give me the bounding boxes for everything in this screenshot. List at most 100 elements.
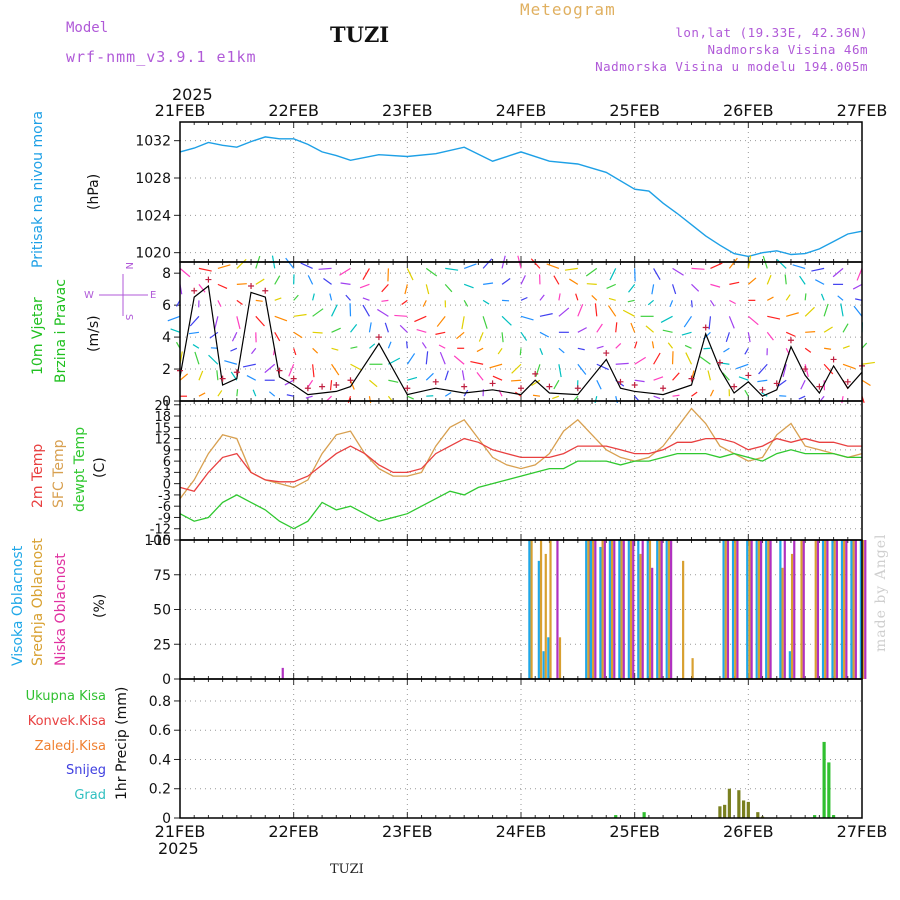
wind-gust-mark	[574, 385, 581, 392]
wind-arrow	[577, 304, 584, 317]
cloud-bar-low	[556, 540, 559, 679]
wind-arrow	[615, 396, 618, 404]
wind-arrow	[667, 342, 674, 349]
cloud-bar-mid	[767, 540, 770, 679]
wind-arrow	[805, 331, 816, 333]
wind-arrow	[445, 267, 459, 271]
precip-legend-convective: Konvek.Kisa	[28, 714, 106, 729]
cloud-bar-mid	[724, 540, 727, 679]
wind-gust-mark	[830, 356, 837, 363]
compass-e: E	[150, 290, 156, 301]
wind-gust-mark	[688, 375, 695, 382]
wind-arrow	[369, 379, 378, 388]
wind-arrow	[558, 307, 570, 317]
wind-arrow	[482, 316, 488, 329]
wind-arrow	[347, 396, 352, 404]
precip-legend-freezing: Zaledj.Kisa	[35, 739, 106, 754]
wind-arrow	[305, 395, 313, 399]
wind-gust-mark	[219, 375, 226, 382]
wind-arrow	[628, 283, 636, 293]
wind-arrow	[725, 332, 730, 342]
precip-legend-hail: Grad	[74, 788, 106, 803]
cloud-bar-high	[765, 540, 768, 679]
wind-arrow	[497, 347, 503, 355]
wind-arrow	[707, 370, 712, 381]
wind-arrow	[709, 300, 715, 307]
wind-arrow	[747, 332, 751, 343]
cloud-bar-high	[542, 651, 545, 679]
wind-arrow	[286, 394, 294, 397]
cloud-bar-low	[845, 540, 848, 679]
cloud-bar-high	[618, 540, 621, 679]
wind-arrow	[553, 379, 560, 390]
wind-arrow	[194, 351, 200, 365]
wind-arrow	[293, 348, 297, 356]
date-label-bottom: 23FEB	[382, 822, 433, 841]
wind-arrow	[350, 346, 358, 349]
wind-arrow	[766, 296, 774, 301]
compass-s: S	[123, 314, 134, 320]
cloud-unit: (%)	[92, 594, 108, 618]
cloud-bar-low	[641, 540, 644, 679]
wind-arrow	[217, 300, 222, 307]
wind-arrow	[738, 376, 749, 381]
wind-arrow	[369, 343, 376, 349]
wind-arrow	[722, 372, 730, 381]
wind-arrow	[231, 332, 238, 342]
wind-arrow	[653, 395, 661, 400]
wind-arrow	[444, 391, 452, 397]
wind-arrow	[331, 347, 339, 351]
cloud-bar-mid	[691, 658, 694, 679]
cloud-tick-label: 25	[153, 637, 171, 653]
t2m-line	[179, 437, 862, 492]
wind-arrow	[575, 293, 579, 301]
wind-arrow	[482, 299, 490, 305]
wind-arrow	[535, 364, 541, 377]
temp-tick-label: 21	[154, 399, 171, 414]
wind-arrow	[255, 299, 263, 302]
wind-arrow	[586, 283, 597, 285]
model-label: Model	[66, 20, 109, 36]
pressure-line	[179, 136, 863, 258]
cloud-bar-low	[660, 540, 663, 679]
wind-arrow	[300, 262, 313, 269]
wind-arrow	[608, 297, 616, 301]
wind-unit: (m/s)	[86, 315, 102, 352]
wind-gust-mark	[404, 385, 411, 392]
wind-arrow	[856, 268, 863, 281]
cloud-bar-high	[788, 651, 791, 679]
wind-arrow	[776, 258, 787, 269]
wind-arrow	[607, 305, 617, 317]
cloud-bar-high	[537, 560, 540, 679]
wind-arrow	[274, 297, 282, 301]
wind-arrow	[798, 395, 806, 400]
precip-tick-label: 0	[162, 811, 171, 827]
compass-n: N	[123, 262, 134, 269]
wind-arrow	[594, 303, 598, 317]
cloud-bar-mid	[549, 540, 552, 679]
wind-arrow	[585, 267, 598, 277]
date-label-bottom: 24FEB	[496, 822, 547, 841]
cloud-tick-label: 50	[153, 603, 171, 619]
cloud-bar-low	[802, 540, 805, 679]
wind-arrow	[414, 315, 427, 323]
wind-arrow	[236, 316, 241, 330]
wind-arrow	[312, 293, 315, 301]
wind-arrow	[861, 379, 871, 387]
temp-tick-label: -9	[158, 511, 171, 526]
wind-arrow	[217, 264, 231, 269]
precip-bar	[813, 815, 817, 818]
wind-gust-mark	[347, 377, 354, 384]
precip-bar	[741, 800, 746, 818]
wind-arrow	[312, 364, 315, 378]
cloud-bar-mid	[592, 540, 595, 679]
wind-arrow	[478, 332, 484, 342]
wind-label-1: 10m Vjetar	[30, 297, 46, 375]
wind-gust-mark	[745, 372, 752, 379]
wind-arrow	[339, 267, 351, 276]
wind-tick-label: 8	[162, 266, 171, 282]
wind-arrow	[470, 360, 484, 365]
pressure-tick-label: 1020	[135, 246, 171, 262]
date-label-top: 22FEB	[268, 101, 319, 120]
